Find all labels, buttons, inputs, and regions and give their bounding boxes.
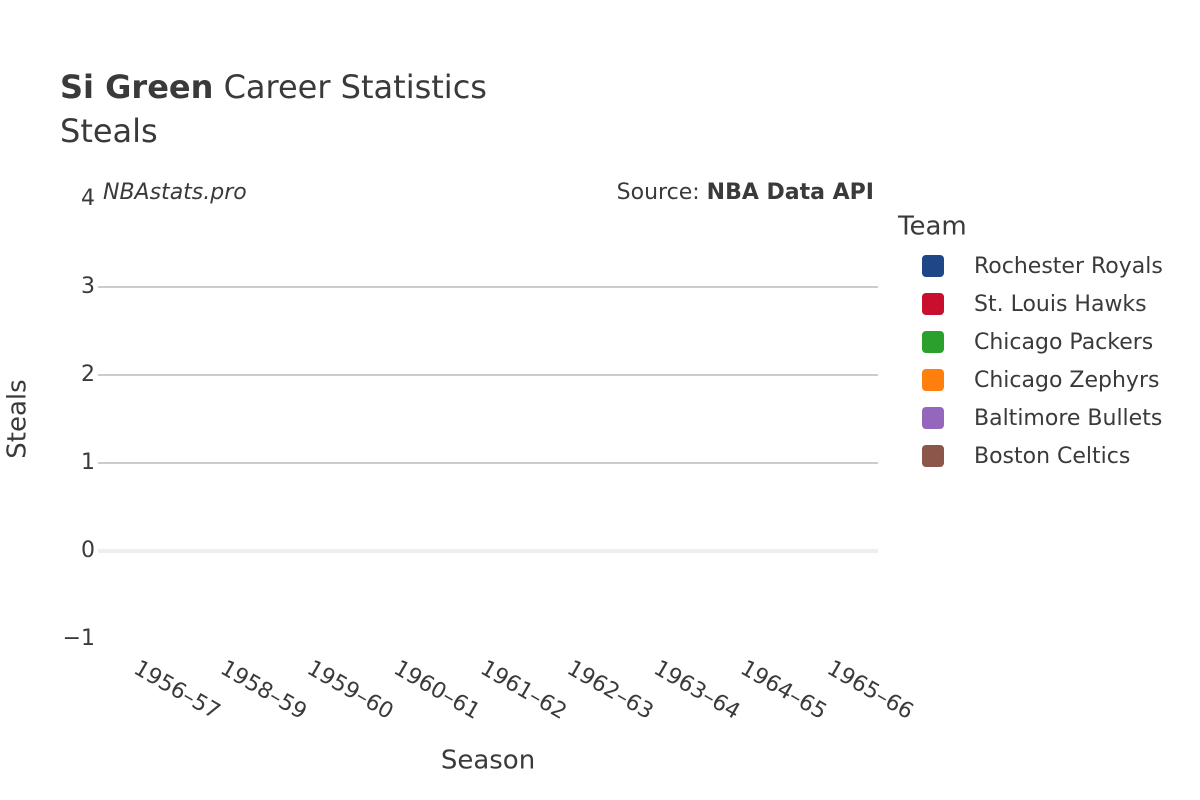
y-tick-label: −1 bbox=[63, 626, 95, 651]
y-tick-label: 3 bbox=[81, 274, 95, 299]
source: Source: NBA Data API bbox=[617, 180, 874, 205]
title-rest: Career Statistics bbox=[224, 68, 487, 106]
x-tick-label: 1964–65 bbox=[736, 656, 831, 725]
y-tick-label: 1 bbox=[81, 450, 95, 475]
legend-label: Boston Celtics bbox=[974, 444, 1130, 469]
legend-swatch bbox=[922, 331, 944, 353]
x-tick-label: 1961–62 bbox=[476, 656, 571, 725]
x-axis-label: Season bbox=[441, 746, 535, 776]
x-tick-label: 1959–60 bbox=[303, 656, 398, 725]
x-tick-label: 1958–59 bbox=[216, 656, 311, 725]
x-tick-label: 1960–61 bbox=[389, 656, 484, 725]
y-tick-label: 2 bbox=[81, 362, 95, 387]
x-tick-label: 1962–63 bbox=[563, 656, 658, 725]
legend-swatch bbox=[922, 293, 944, 315]
source-label: Source: bbox=[617, 180, 700, 205]
legend-swatch bbox=[922, 445, 944, 467]
x-tick-label: 1963–64 bbox=[649, 656, 744, 725]
watermark: NBAstats.pro bbox=[103, 180, 247, 205]
legend-label: Chicago Zephyrs bbox=[974, 368, 1159, 393]
chart-title: Si Green Career Statistics bbox=[60, 68, 487, 106]
source-name: NBA Data API bbox=[707, 180, 874, 205]
x-tick-label: 1956–57 bbox=[129, 656, 224, 725]
subtitle: Steals bbox=[60, 112, 158, 150]
legend-label: Baltimore Bullets bbox=[974, 406, 1162, 431]
y-tick-label: 4 bbox=[81, 186, 95, 211]
y-axis-label: Steals bbox=[3, 379, 33, 458]
y-tick-label: 0 bbox=[81, 538, 95, 563]
legend-label: Chicago Packers bbox=[974, 330, 1153, 355]
title-name: Si Green bbox=[60, 68, 213, 106]
legend-swatch bbox=[922, 255, 944, 277]
legend-label: St. Louis Hawks bbox=[974, 292, 1147, 317]
legend-title: Team bbox=[897, 212, 967, 242]
legend-label: Rochester Royals bbox=[974, 254, 1163, 279]
legend-swatch bbox=[922, 407, 944, 429]
x-tick-label: 1965–66 bbox=[823, 656, 918, 725]
legend-swatch bbox=[922, 369, 944, 391]
